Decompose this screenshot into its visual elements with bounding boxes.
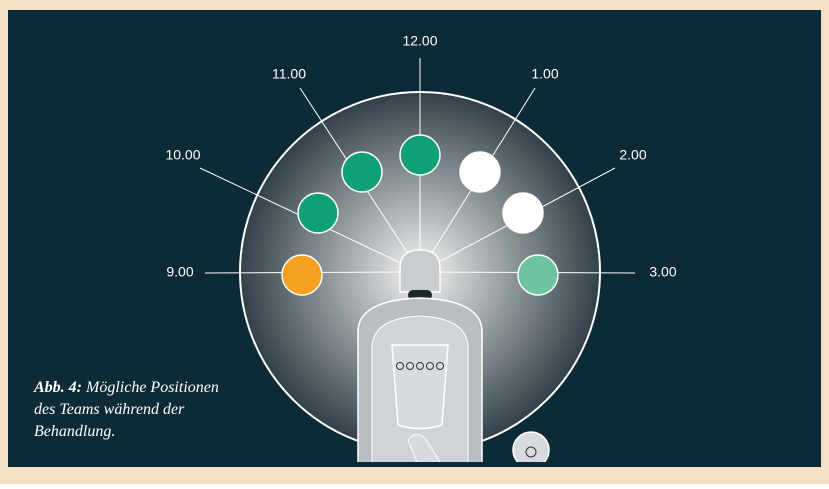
caption-line: des Teams während der [34, 401, 185, 418]
caption: Abb. 4:Mögliche Positionen [33, 379, 219, 396]
position-label: 12.00 [402, 33, 437, 49]
figure: 12.00 11.00 1.00 10.00 2.00 9.00 3.00 Ab… [0, 0, 829, 484]
position-label: 3.00 [649, 264, 676, 280]
position-label: 1.00 [531, 66, 558, 82]
position-label: 11.00 [272, 66, 306, 82]
position-label: 10.00 [165, 147, 200, 163]
caption-label: Abb. 4: [33, 379, 82, 396]
position-label: 2.00 [619, 147, 646, 163]
position-label: 9.00 [166, 264, 193, 280]
caption-line: Behandlung. [34, 423, 115, 440]
caption-line: Mögliche Positionen [85, 379, 219, 396]
